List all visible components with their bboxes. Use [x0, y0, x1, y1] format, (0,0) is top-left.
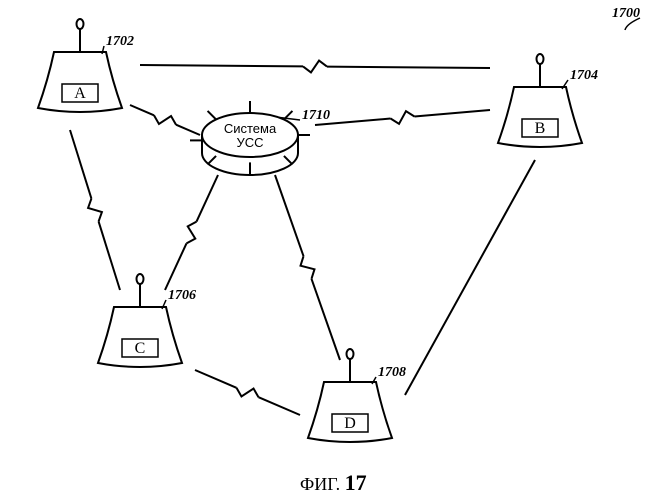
figure-ref-label: 1700: [612, 6, 640, 22]
hub-ref-label: 1710: [302, 108, 330, 124]
node-d-ref-label: 1708: [378, 365, 406, 381]
svg-text:УСС: УСС: [236, 135, 263, 150]
caption-prefix: ФИГ.: [300, 474, 340, 494]
node-c-ref-label: 1706: [168, 288, 196, 304]
diagram-stage: ABCDСистемаУСС 1700 1710 1702 1704 1706 …: [0, 0, 671, 500]
svg-text:Система: Система: [224, 121, 277, 136]
svg-text:D: D: [344, 415, 356, 432]
svg-text:A: A: [74, 85, 86, 102]
node-a-ref-label: 1702: [106, 34, 134, 50]
svg-text:C: C: [135, 340, 146, 357]
node-b-ref-label: 1704: [570, 68, 598, 84]
svg-text:B: B: [535, 120, 546, 137]
caption-number: 17: [345, 470, 367, 495]
figure-caption: ФИГ. 17: [300, 470, 367, 496]
